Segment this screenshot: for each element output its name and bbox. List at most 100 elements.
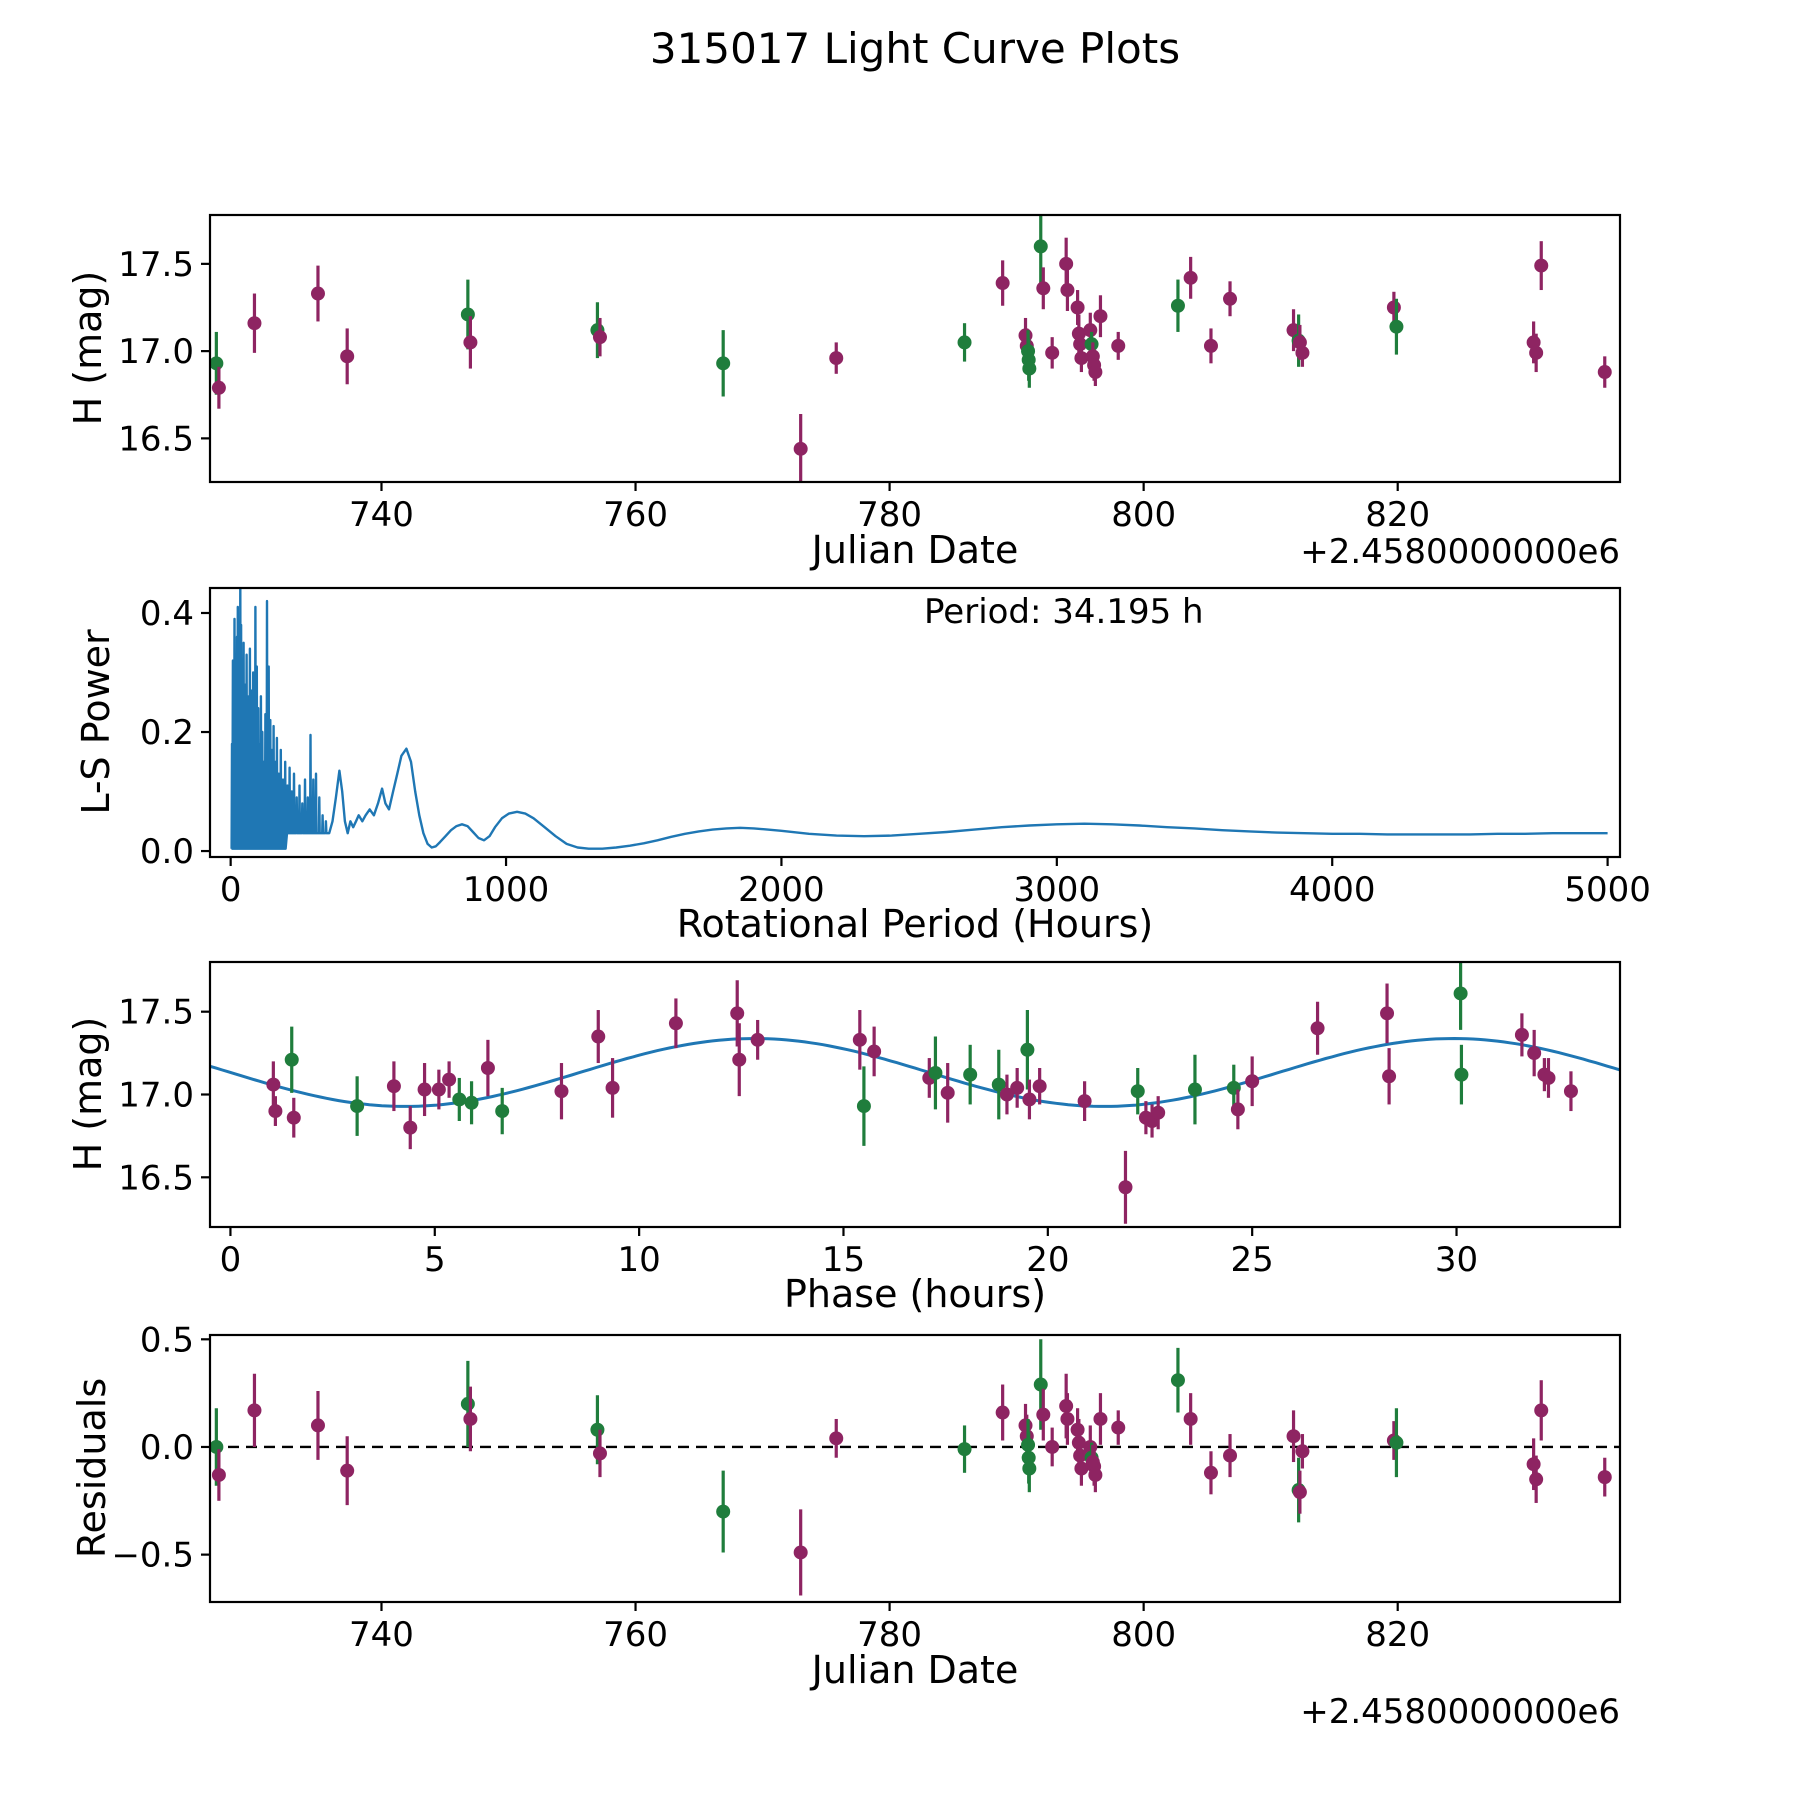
residuals-axis-offset: +2.4580000000e6: [1300, 1692, 1620, 1732]
data-point: [1292, 1485, 1307, 1500]
x-tick-label: 2000: [738, 870, 825, 910]
data-point: [1060, 283, 1075, 298]
data-point: [592, 1446, 607, 1461]
data-point: [1203, 338, 1218, 353]
data-point: [963, 1067, 978, 1082]
figure-title: 315017 Light Curve Plots: [649, 24, 1181, 73]
x-tick-label: 30: [1435, 1240, 1478, 1280]
data-point: [1010, 1080, 1025, 1095]
data-point: [403, 1120, 418, 1135]
light-curve-vs-jd-panel: 740 760 780 800 820 16.5 17.0 17.5: [118, 213, 1622, 535]
data-point: [1032, 1079, 1047, 1094]
y-tick-label: 0.0: [140, 1428, 194, 1468]
y-tick-label: 0.4: [140, 594, 194, 634]
data-point: [1230, 1102, 1245, 1117]
data-point: [1088, 365, 1103, 380]
data-point: [286, 1110, 301, 1125]
data-point: [442, 1072, 457, 1087]
data-point: [590, 1422, 605, 1437]
x-tick-label: 4000: [1289, 870, 1376, 910]
fit-residuals-vs-jd-data: [210, 1339, 1620, 1596]
data-point: [210, 356, 224, 371]
data-point: [856, 1099, 871, 1114]
fit-residuals-vs-jd-x-ticks: 740 760 780 800 820: [349, 1602, 1430, 1655]
data-point: [1203, 1465, 1218, 1480]
data-point: [1597, 365, 1612, 380]
data-point: [940, 1085, 955, 1100]
data-point: [310, 286, 325, 301]
axes-frame: [208, 586, 1622, 859]
fit-residuals-vs-jd-errorbar-series: [210, 1339, 1612, 1596]
x-tick-label: 25: [1231, 1240, 1274, 1280]
data-point: [268, 1104, 283, 1119]
y-tick-label: 16.5: [118, 419, 194, 459]
data-point: [1022, 1092, 1037, 1107]
data-point: [1083, 323, 1098, 338]
x-tick-label: 780: [857, 1615, 922, 1655]
data-point: [1534, 258, 1549, 273]
data-point: [1183, 270, 1198, 285]
x-tick-label: 0: [220, 1240, 242, 1280]
sinusoid-fit-curve: [210, 1036, 1620, 1108]
x-tick-label: 1000: [463, 870, 550, 910]
x-tick-label: 800: [1111, 1615, 1176, 1655]
lomb-scargle-periodogram-y-ticks: 0.0 0.2 0.4: [140, 594, 210, 872]
phased-light-curve-x-ticks: 0 5 10 15 20 25 30: [220, 1227, 1478, 1280]
data-point: [1118, 1180, 1133, 1195]
data-point: [1033, 1377, 1048, 1392]
data-point: [716, 1504, 731, 1519]
data-point: [829, 351, 844, 366]
data-point: [1382, 1069, 1397, 1084]
phase-plot-xlabel: Phase (hours): [783, 1272, 1047, 1316]
data-point: [1223, 291, 1238, 306]
data-point: [1295, 345, 1310, 360]
data-point: [211, 380, 226, 395]
y-tick-label: 17.0: [118, 1076, 194, 1116]
light-curve-vs-jd-errorbar-series: [210, 215, 1612, 482]
periodogram-ylabel: L-S Power: [74, 629, 118, 815]
x-tick-label: 10: [617, 1240, 660, 1280]
data-point: [957, 1442, 972, 1457]
jd-plot-axis-offset: +2.4580000000e6: [1300, 532, 1620, 572]
data-point: [732, 1052, 747, 1067]
data-point: [386, 1079, 401, 1094]
lomb-scargle-periodogram-data: [230, 588, 1608, 850]
data-point: [1245, 1074, 1260, 1089]
jd-plot-xlabel: Julian Date: [811, 528, 1019, 572]
data-point: [431, 1082, 446, 1097]
best-period-annotation: Period: 34.195 h: [924, 592, 1204, 632]
data-point: [1534, 1403, 1549, 1418]
data-point: [310, 1418, 325, 1433]
data-point: [247, 1403, 262, 1418]
data-point: [1597, 1470, 1612, 1485]
data-point: [340, 349, 355, 364]
fit-residuals-vs-jd-panel: 740 760 780 800 820 −0.5 0.0 0.5: [111, 1320, 1622, 1655]
x-tick-label: 820: [1365, 1615, 1430, 1655]
data-point: [1527, 1046, 1542, 1061]
data-point: [460, 307, 475, 322]
data-point: [991, 1077, 1006, 1092]
data-point: [1070, 300, 1085, 315]
data-point: [266, 1077, 281, 1092]
data-point: [1022, 1461, 1037, 1476]
data-point: [1111, 1420, 1126, 1435]
data-point: [1074, 1461, 1089, 1476]
data-point: [1389, 319, 1404, 334]
data-point: [1223, 1448, 1238, 1463]
data-point: [928, 1065, 943, 1080]
data-point: [829, 1431, 844, 1446]
data-point: [480, 1061, 495, 1075]
data-point: [1529, 345, 1544, 360]
data-point: [1077, 1094, 1092, 1109]
data-point: [1310, 1021, 1325, 1036]
y-tick-label: 17.5: [118, 245, 194, 285]
data-point: [463, 335, 478, 350]
data-point: [1093, 309, 1108, 324]
data-point: [1059, 256, 1074, 271]
y-tick-label: 0.5: [140, 1320, 194, 1360]
data-point: [1111, 338, 1126, 353]
data-point: [852, 1032, 867, 1047]
periodogram-curve: [230, 588, 1608, 850]
data-point: [995, 1405, 1010, 1420]
